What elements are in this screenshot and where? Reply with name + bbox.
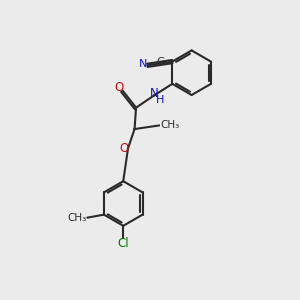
Text: O: O [115,81,124,94]
Text: C: C [156,57,164,67]
Text: N: N [139,58,148,68]
Text: Cl: Cl [117,236,129,250]
Text: H: H [156,95,164,105]
Text: CH₃: CH₃ [160,120,179,130]
Text: O: O [119,142,129,155]
Text: N: N [150,87,159,100]
Text: CH₃: CH₃ [67,213,86,223]
